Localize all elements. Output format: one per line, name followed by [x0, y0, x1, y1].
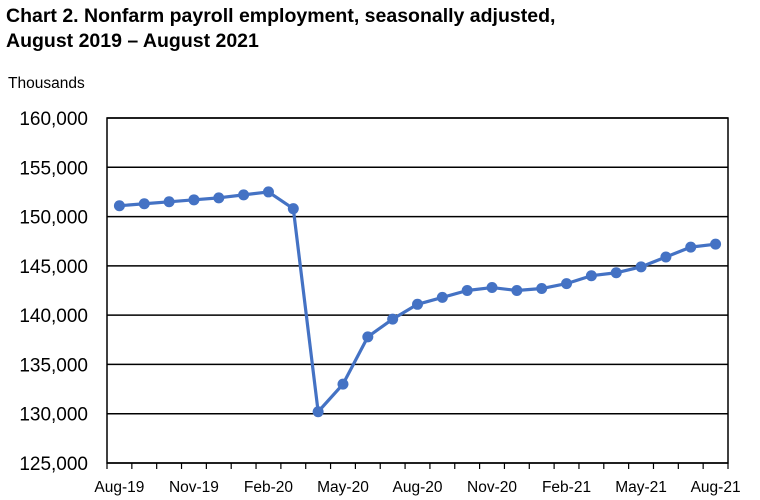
- data-point: [710, 238, 722, 250]
- data-point: [238, 189, 250, 201]
- data-point: [412, 298, 423, 310]
- data-point: [163, 196, 175, 208]
- data-point: [312, 406, 324, 418]
- chart-title-line-2: August 2019 – August 2021: [6, 30, 259, 52]
- data-point: [610, 267, 622, 279]
- x-tick-label: Nov-19: [169, 479, 219, 496]
- x-tick-label: Nov-20: [467, 479, 517, 496]
- x-tick-label: Feb-20: [244, 479, 293, 496]
- y-tick-label: 155,000: [19, 158, 88, 179]
- plot-area-border: [106, 117, 729, 464]
- data-point: [585, 270, 597, 282]
- data-point: [138, 198, 150, 210]
- y-tick-label: 125,000: [19, 454, 88, 475]
- data-point: [635, 261, 647, 273]
- y-tick-label: 145,000: [19, 257, 88, 278]
- chart-title-line-1: Chart 2. Nonfarm payroll employment, sea…: [6, 5, 556, 27]
- data-point: [337, 378, 349, 390]
- x-tick-label: May-20: [317, 479, 369, 496]
- data-point: [511, 285, 523, 296]
- data-point: [685, 241, 697, 253]
- data-point: [660, 251, 672, 263]
- chart-title: Chart 2. Nonfarm payroll employment, sea…: [6, 4, 555, 54]
- y-tick-label: 160,000: [19, 109, 88, 130]
- data-point: [536, 283, 548, 295]
- data-point: [188, 194, 200, 206]
- data-point: [113, 200, 125, 212]
- y-tick-label: 140,000: [19, 306, 88, 327]
- y-tick-label: 130,000: [19, 405, 88, 426]
- x-tick-label: May-21: [615, 479, 667, 496]
- x-tick-label: Aug-21: [691, 479, 741, 496]
- y-tick-label: 135,000: [19, 355, 88, 376]
- data-point: [362, 331, 374, 343]
- data-point: [436, 291, 448, 303]
- x-tick-label: Aug-19: [94, 479, 144, 496]
- y-tick-label: 150,000: [19, 208, 88, 229]
- data-point: [262, 186, 274, 198]
- data-point: [486, 282, 498, 294]
- data-point: [461, 285, 473, 296]
- x-tick-label: Aug-20: [393, 479, 443, 496]
- x-tick-label: Feb-21: [542, 479, 591, 496]
- y-axis-unit-label: Thousands: [8, 75, 85, 92]
- data-point: [387, 313, 399, 325]
- data-point: [213, 192, 225, 204]
- data-point: [561, 278, 573, 290]
- data-point: [287, 203, 299, 215]
